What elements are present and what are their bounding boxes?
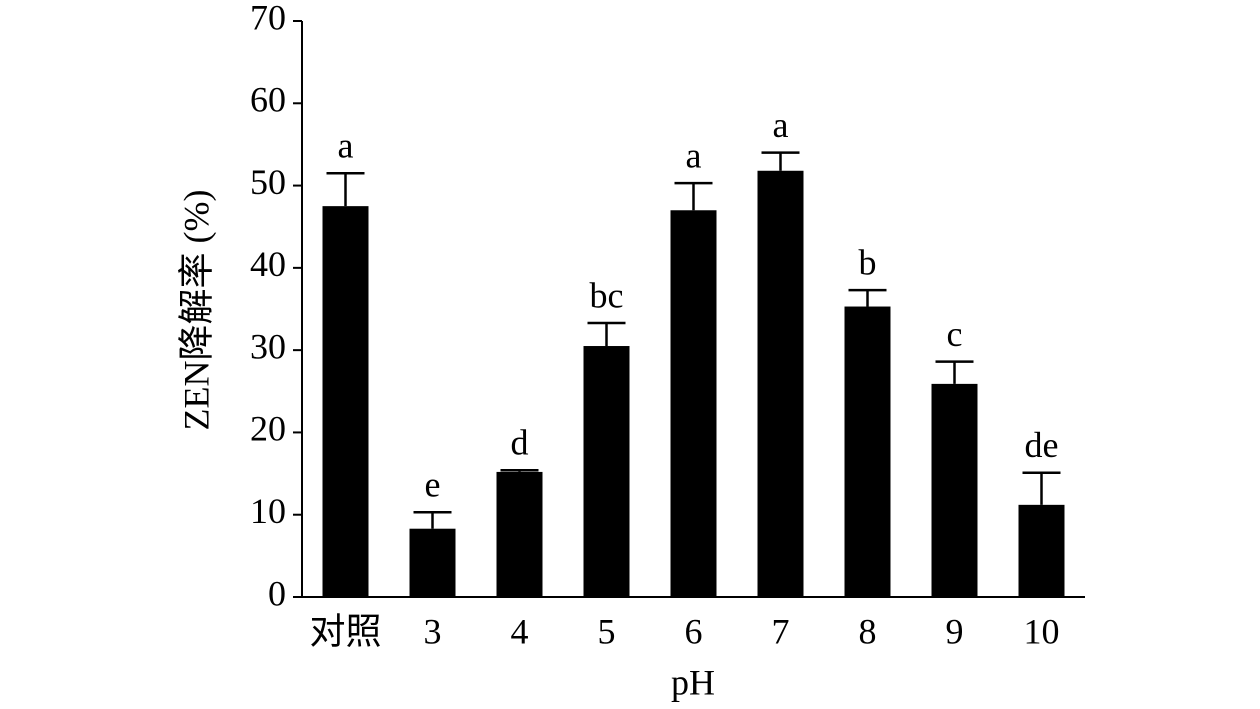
bar — [1018, 504, 1065, 597]
y-tick-label: 50 — [250, 162, 286, 202]
error-bar — [413, 510, 452, 529]
bar — [409, 528, 456, 597]
x-tick-label: 3 — [424, 611, 442, 651]
error-bar — [761, 151, 800, 171]
error-bar — [326, 171, 365, 207]
y-tick-label: 70 — [250, 0, 286, 37]
significance-letter: a — [686, 135, 702, 175]
significance-letter: d — [511, 423, 529, 463]
y-tick-label: 20 — [250, 409, 286, 449]
error-bar — [500, 469, 539, 472]
bar — [757, 170, 804, 597]
bar — [496, 471, 543, 597]
y-tick-label: 0 — [268, 573, 286, 613]
bar — [931, 383, 978, 597]
significance-letter: c — [947, 314, 963, 354]
y-tick-label: 10 — [250, 491, 286, 531]
x-tick-label: 对照 — [309, 611, 381, 651]
error-bar — [674, 181, 713, 211]
bar — [670, 210, 717, 597]
error-bar — [935, 360, 974, 384]
x-tick-label: 5 — [598, 611, 616, 651]
significance-letter: e — [425, 465, 441, 505]
bar — [844, 306, 891, 597]
y-tick-label: 60 — [250, 80, 286, 120]
bar — [322, 206, 369, 597]
significance-letter: b — [859, 242, 877, 282]
x-tick-label: 8 — [859, 611, 877, 651]
significance-letter: de — [1025, 425, 1059, 465]
error-bar — [848, 288, 887, 307]
x-tick-label: 7 — [772, 611, 790, 651]
y-axis-label: ZEN降解率 (%) — [176, 190, 216, 431]
error-bar — [1022, 471, 1061, 505]
x-tick-label: 6 — [685, 611, 703, 651]
error-bar — [587, 321, 626, 347]
bar — [583, 346, 630, 597]
x-tick-label: 4 — [511, 611, 529, 651]
significance-letter: bc — [590, 275, 624, 315]
x-axis-label: pH — [671, 662, 715, 702]
y-tick-label: 40 — [250, 244, 286, 284]
x-tick-label: 9 — [946, 611, 964, 651]
significance-letter: a — [773, 105, 789, 145]
x-tick-label: 10 — [1024, 611, 1060, 651]
significance-letter: a — [338, 125, 354, 165]
y-tick-label: 30 — [250, 326, 286, 366]
